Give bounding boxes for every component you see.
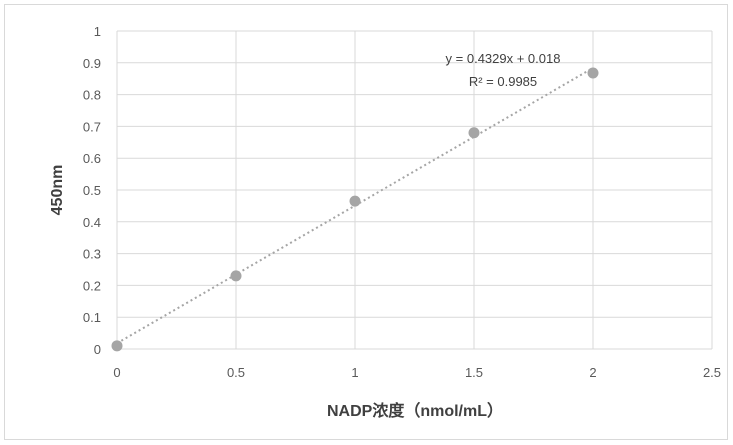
- y-tick-label: 0: [94, 342, 101, 357]
- x-tick-label: 1: [351, 365, 358, 380]
- y-tick-label: 0.9: [83, 56, 101, 71]
- y-tick-label: 0.2: [83, 278, 101, 293]
- data-point: [230, 270, 242, 282]
- horizontal-gridlines: [117, 30, 712, 350]
- data-point: [111, 340, 123, 352]
- data-point: [587, 67, 599, 79]
- y-axis-ticks: 0 0.1 0.2 0.3 0.4 0.5 0.6 0.7 0.8 0.9 1: [83, 24, 101, 357]
- y-tick-label: 1: [94, 24, 101, 39]
- data-points: [111, 67, 599, 352]
- y-tick-label: 0.8: [83, 88, 101, 103]
- trendline-r-squared: R² = 0.9985: [469, 74, 537, 89]
- trendline-equation: y = 0.4329x + 0.018: [446, 51, 561, 66]
- y-tick-label: 0.4: [83, 215, 101, 230]
- y-tick-label: 0.3: [83, 247, 101, 262]
- y-tick-label: 0.6: [83, 151, 101, 166]
- data-point: [349, 195, 361, 207]
- x-tick-label: 2.5: [703, 365, 721, 380]
- x-axis-ticks: 0 0.5 1 1.5 2 2.5: [113, 365, 721, 380]
- data-point: [468, 127, 480, 139]
- y-tick-label: 0.1: [83, 310, 101, 325]
- x-axis-title: NADP浓度（nmol/mL）: [327, 401, 503, 420]
- x-tick-label: 1.5: [465, 365, 483, 380]
- trendline: [116, 67, 594, 345]
- y-axis-title: 450nm: [49, 165, 66, 216]
- x-tick-label: 0: [113, 365, 120, 380]
- x-tick-label: 0.5: [227, 365, 245, 380]
- y-tick-label: 0.5: [83, 183, 101, 198]
- y-tick-label: 0.7: [83, 119, 101, 134]
- x-tick-label: 2: [589, 365, 596, 380]
